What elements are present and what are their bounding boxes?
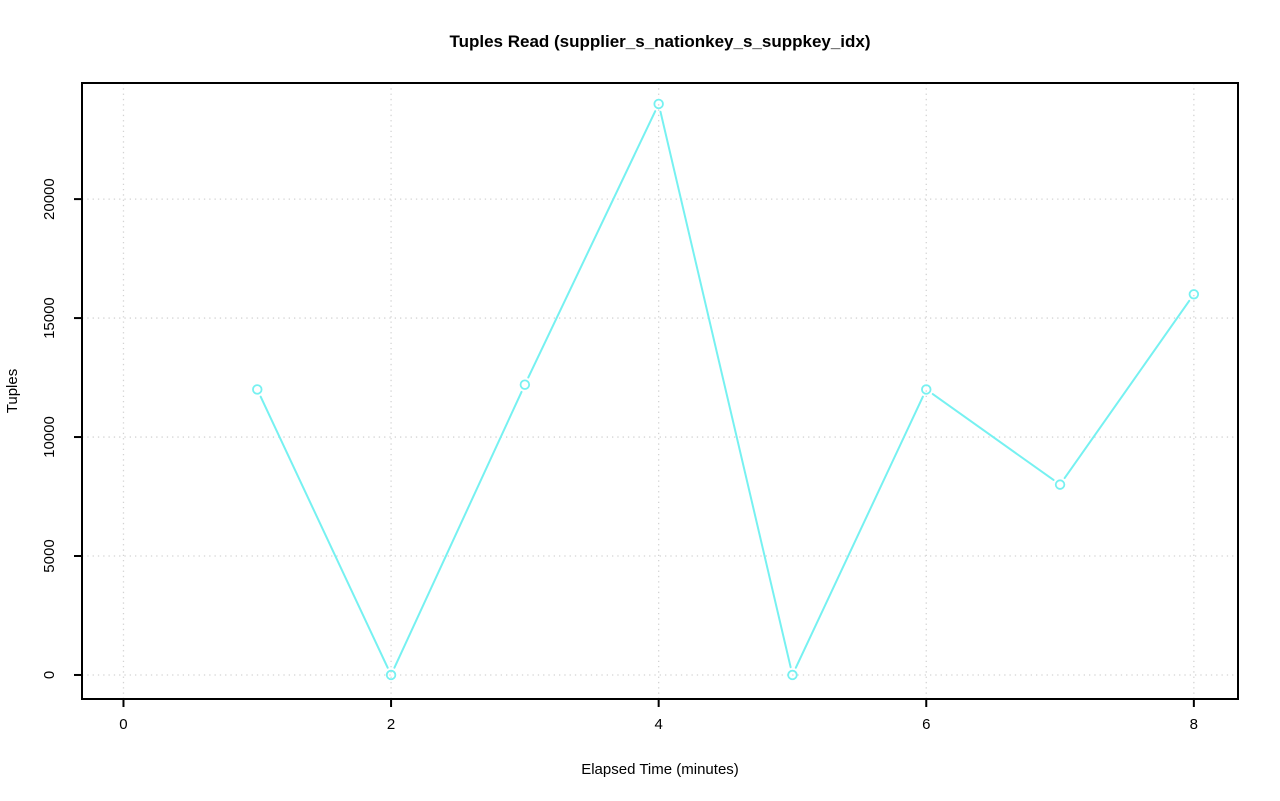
series-line-segment	[527, 110, 657, 379]
data-point	[787, 669, 798, 681]
y-tick-label: 15000	[41, 297, 58, 339]
y-axis-label: Tuples	[4, 369, 21, 413]
y-tick-label: 10000	[41, 416, 58, 458]
series-line-segment	[794, 395, 924, 669]
data-point	[519, 379, 531, 390]
data-point	[921, 384, 932, 395]
series-line-segment	[931, 393, 1055, 481]
x-axis-label: Elapsed Time (minutes)	[581, 761, 739, 778]
plot-border	[81, 82, 1239, 700]
series-line-segment	[393, 390, 523, 669]
x-tick-label: 6	[922, 716, 930, 733]
y-tick-label: 5000	[41, 539, 58, 572]
data-point	[1188, 289, 1200, 300]
x-tick-label: 8	[1190, 716, 1198, 733]
x-tick-label: 2	[387, 716, 395, 733]
series-line-segment	[259, 395, 389, 669]
series-line-segment	[659, 110, 792, 669]
data-point	[1054, 479, 1066, 490]
y-tick-label: 20000	[41, 178, 58, 220]
data-point	[385, 669, 397, 681]
series-line-segment	[1063, 299, 1191, 480]
x-tick-label: 0	[119, 716, 127, 733]
data-point	[653, 98, 664, 110]
data-point	[252, 384, 263, 395]
y-tick-label: 0	[41, 671, 58, 679]
chart-title: Tuples Read (supplier_s_nationkey_s_supp…	[449, 32, 870, 51]
x-tick-label: 4	[654, 716, 662, 733]
